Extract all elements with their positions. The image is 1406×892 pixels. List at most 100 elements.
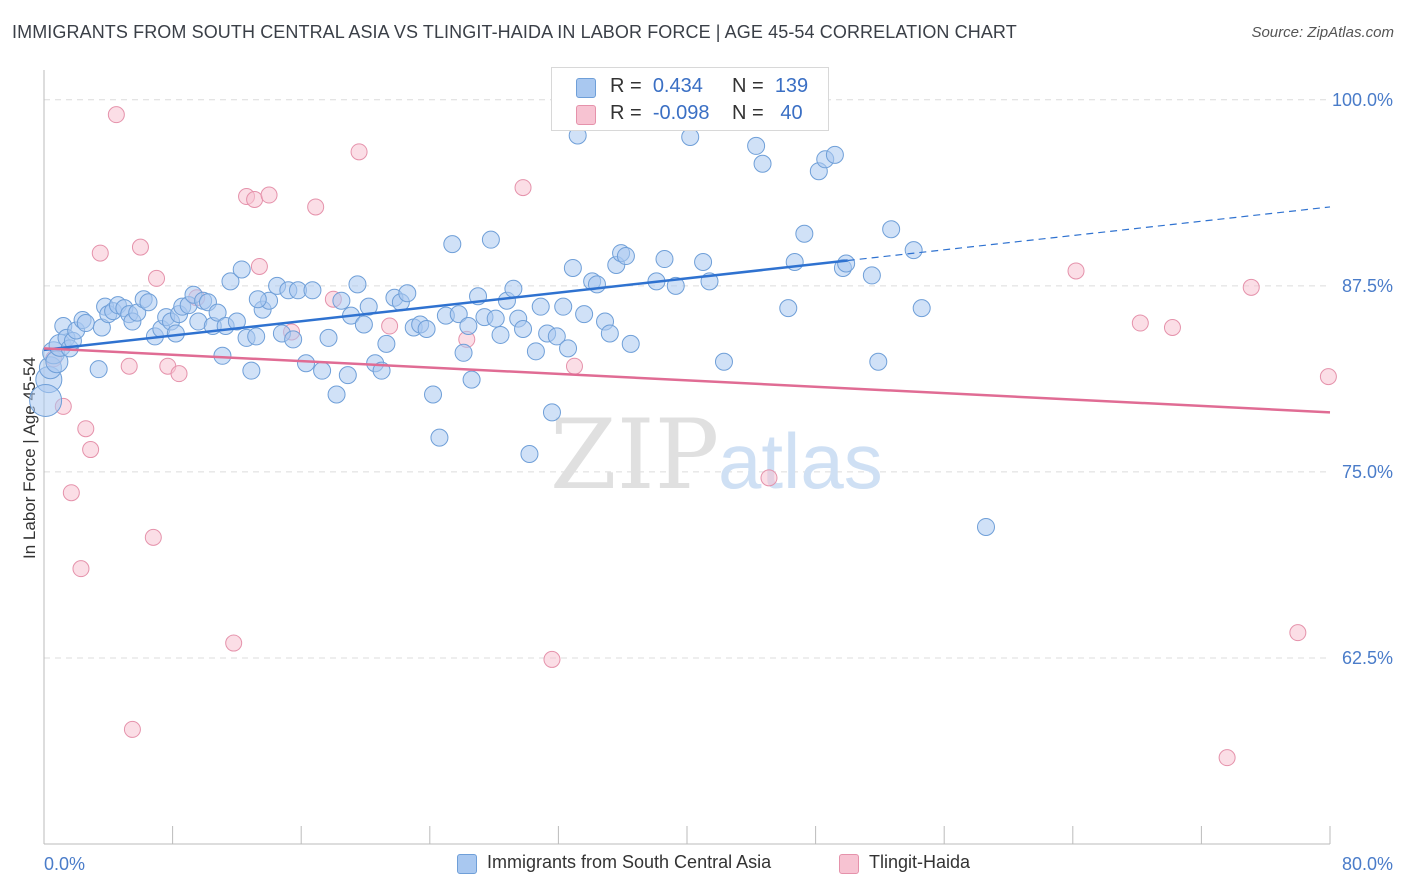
south-central-asia-point	[504, 279, 523, 298]
south-central-asia-point	[208, 303, 227, 322]
south-central-asia-point	[747, 136, 766, 155]
tlingit-haida-point	[1163, 319, 1181, 337]
south-central-asia-point	[531, 297, 550, 316]
chart-title: IMMIGRANTS FROM SOUTH CENTRAL ASIA VS TL…	[12, 22, 1017, 42]
gridlines	[44, 99, 1330, 659]
south-central-asia-point	[600, 324, 619, 343]
south-central-asia-point	[554, 297, 573, 316]
tlingit-haida-point	[543, 650, 561, 668]
south-central-asia-point	[912, 299, 931, 318]
tlingit-haida-point	[170, 365, 188, 383]
south-central-asia-point	[486, 309, 505, 328]
south-central-asia-point	[221, 272, 240, 291]
south-central-asia-point	[139, 293, 158, 312]
south-central-asia-point	[779, 299, 798, 318]
south-central-asia-trendline	[43, 259, 848, 352]
south-central-asia-point	[430, 428, 449, 447]
tlingit-haida-point	[350, 143, 368, 161]
south-central-asia-point	[332, 291, 351, 310]
south-central-asia-point	[481, 230, 500, 249]
tlingit-haida-point	[225, 634, 243, 652]
south-central-asia-point	[520, 445, 539, 464]
tlingit-haida-point	[144, 528, 162, 546]
tlingit-haida-trendline	[43, 347, 1331, 414]
watermark-atlas: atlas	[718, 417, 883, 505]
south-central-asia-point	[29, 383, 63, 417]
south-central-asia-trendline-extension	[847, 206, 1331, 262]
tlingit-haida-point	[381, 317, 399, 335]
south-central-asia-point	[459, 317, 478, 336]
south-central-asia-point	[424, 385, 443, 404]
axes	[43, 70, 1331, 845]
tlingit-haida-point	[514, 179, 532, 197]
south-central-asia-point	[869, 352, 888, 371]
south-central-asia-point	[338, 366, 357, 385]
south-central-asia-point	[449, 305, 468, 324]
south-central-asia-point	[616, 247, 635, 266]
south-central-asia-point	[398, 284, 417, 303]
r-value: 0.434	[652, 75, 703, 97]
south-central-asia-point	[837, 254, 856, 273]
south-central-asia-point	[514, 319, 533, 338]
south-central-asia-point	[297, 354, 316, 373]
tlingit-haida-point	[77, 420, 95, 438]
tlingit-haida-point	[62, 484, 80, 502]
south-central-asia-point	[359, 297, 378, 316]
south-central-asia-point	[753, 154, 772, 173]
y-tick-label: 62.5%	[1342, 648, 1393, 668]
south-central-asia-point	[303, 281, 322, 300]
n-label: N =	[732, 102, 764, 124]
tlingit-haida-point	[72, 560, 90, 578]
south-central-asia-point	[681, 127, 700, 146]
tlingit-haida-point	[107, 106, 125, 124]
south-central-asia-point	[714, 352, 733, 371]
legend-label: Tlingit-Haida	[869, 852, 971, 872]
south-central-asia-point	[575, 305, 594, 324]
south-central-asia-point	[542, 403, 561, 422]
tlingit-haida-point	[250, 257, 268, 275]
y-tick-label: 75.0%	[1342, 462, 1393, 482]
trendlines	[43, 206, 1331, 414]
south-central-asia-point	[862, 266, 881, 285]
blue-swatch	[457, 854, 477, 874]
south-central-asia-point	[76, 314, 95, 333]
tlingit-haida-point	[1242, 278, 1260, 296]
zipatlas-watermark: ZIP atlas	[550, 399, 883, 511]
tlingit-haida-point	[1289, 624, 1307, 642]
south-central-asia-point	[313, 361, 332, 380]
south-central-asia-points	[29, 66, 995, 536]
south-central-asia-point	[89, 360, 108, 379]
tlingit-haida-point	[82, 441, 100, 459]
source-credit: Source: ZipAtlas.com	[1251, 24, 1394, 41]
y-tick-label: 100.0%	[1332, 90, 1393, 110]
r-label: R =	[610, 102, 642, 124]
south-central-asia-point	[825, 145, 844, 164]
tlingit-haida-point	[123, 720, 141, 738]
legend-label: Immigrants from South Central Asia	[487, 852, 772, 872]
tlingit-haida-point	[246, 190, 264, 208]
tlingit-haida-point	[1218, 749, 1236, 767]
south-central-asia-point	[327, 385, 346, 404]
correlation-legend: R = 0.434 N = 139 R = -0.098 N = 40	[551, 67, 829, 131]
south-central-asia-point	[247, 327, 266, 346]
y-tick-label: 87.5%	[1342, 276, 1393, 296]
n-label: N =	[732, 75, 764, 97]
tick-labels: 62.5% 75.0% 87.5% 100.0% 0.0% 80.0%	[44, 90, 1393, 874]
south-central-asia-point	[563, 258, 582, 277]
south-central-asia-point	[284, 330, 303, 349]
n-value: 139	[774, 75, 809, 97]
x-tick-label-max: 80.0%	[1342, 854, 1393, 874]
pink-swatch	[576, 105, 596, 125]
tlingit-haida-point	[1067, 262, 1085, 280]
south-central-asia-point	[655, 250, 674, 269]
south-central-asia-point	[904, 241, 923, 260]
south-central-asia-point	[227, 312, 246, 331]
south-central-asia-point	[666, 276, 685, 295]
tlingit-haida-point	[131, 238, 149, 256]
r-value: -0.098	[652, 102, 710, 124]
tlingit-haida-point	[565, 357, 583, 375]
south-central-asia-point	[248, 290, 267, 309]
south-central-asia-point	[377, 334, 396, 353]
n-value: 40	[780, 102, 803, 124]
south-central-asia-point	[319, 328, 338, 347]
